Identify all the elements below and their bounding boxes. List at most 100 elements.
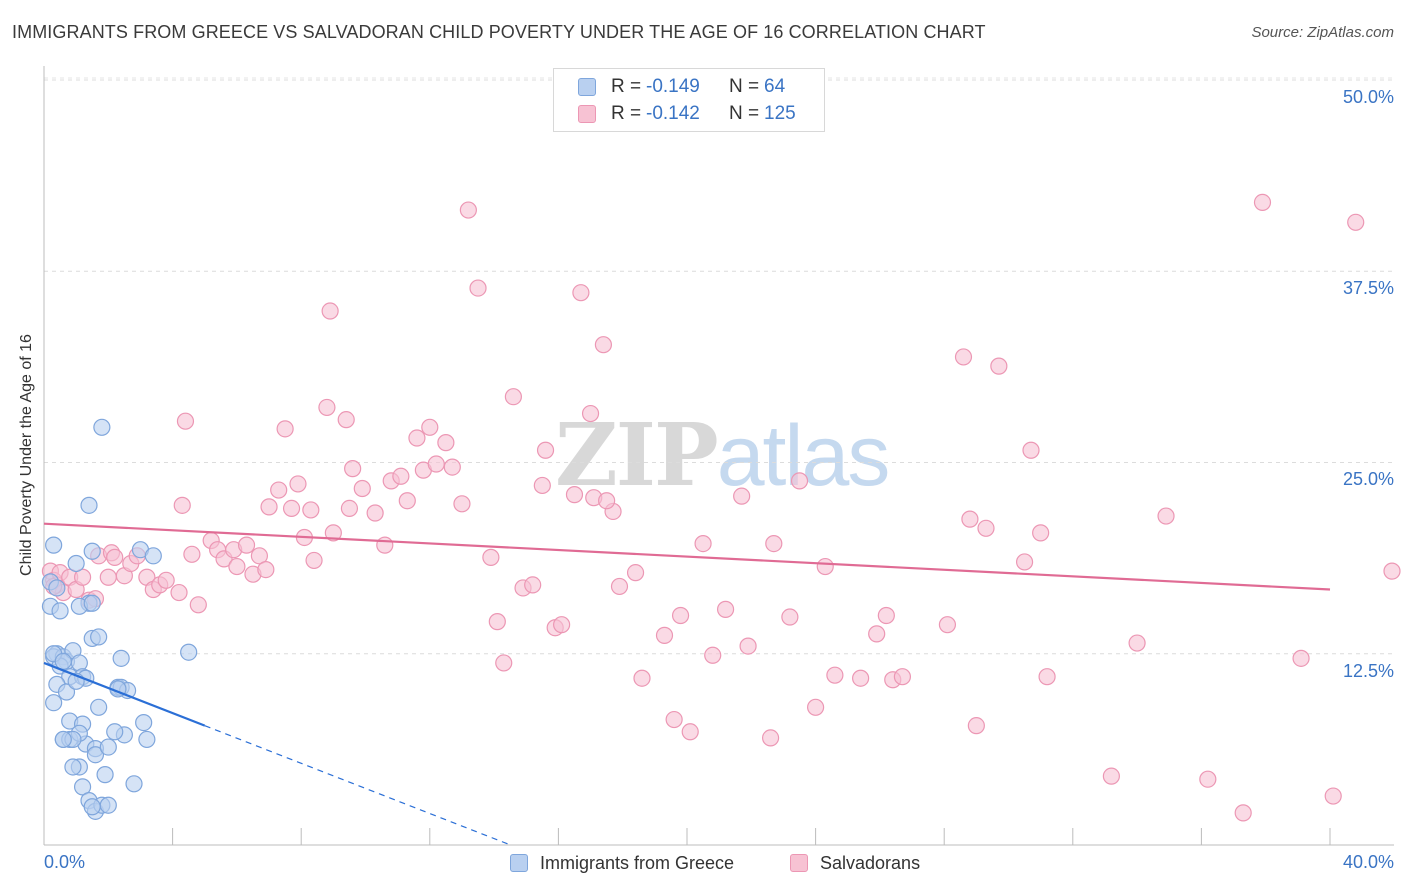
salvadoran-point: [305, 551, 323, 570]
salvadoran-point: [1022, 441, 1040, 459]
salvadoran-point: [739, 637, 757, 655]
salvadoran-point: [681, 723, 699, 741]
salvadoran-point: [337, 411, 355, 429]
salvadoran-point: [1128, 634, 1146, 652]
greece-point: [135, 713, 153, 732]
salvadoran-point: [282, 499, 301, 517]
salvadoran-point: [398, 492, 416, 510]
greece-point: [125, 775, 143, 793]
r-label: R =: [611, 76, 642, 97]
n-label: N =: [729, 103, 760, 124]
r-label: R =: [611, 103, 642, 124]
salvadoran-point: [1038, 668, 1056, 686]
salvadoran-point: [1199, 770, 1217, 788]
salvadoran-point: [1383, 562, 1401, 580]
salvadoran-point: [250, 547, 269, 565]
r-value: -0.142: [646, 103, 700, 124]
greece-point: [90, 628, 108, 646]
salvadoran-point: [504, 388, 522, 406]
greece-point: [67, 554, 85, 573]
salvadoran-point: [324, 524, 342, 542]
salvadoran-point: [581, 404, 600, 423]
salvadoran-point: [189, 596, 207, 614]
salvadoran-point: [626, 564, 645, 582]
n-value: 64: [764, 76, 786, 97]
salvadoran-point: [482, 548, 500, 566]
greece-point: [86, 746, 105, 764]
greece-point: [90, 698, 108, 716]
greece-point: [45, 694, 63, 712]
greece-point: [99, 738, 117, 756]
salvadoran-point: [610, 577, 629, 596]
salvadoran-point: [565, 486, 584, 504]
salvadoran-point: [533, 476, 551, 495]
y-tick-label-12-5: 12.5%: [1342, 661, 1394, 681]
greece-point: [144, 547, 162, 565]
salvadoran-point: [176, 412, 195, 430]
salvadoran-point: [260, 498, 278, 516]
salvadoran-point: [594, 336, 613, 354]
salvadoran-point: [421, 418, 439, 436]
salvadoran-point: [1253, 193, 1272, 211]
salvadoran-point: [495, 654, 513, 672]
source-label: Source: ZipAtlas.com: [1251, 24, 1394, 41]
greece-point: [64, 758, 82, 776]
salvadoran-point: [765, 534, 783, 553]
salvadoran-trend-line: [43, 522, 1331, 591]
greece-point: [73, 778, 92, 796]
salvadoran-point: [366, 504, 384, 522]
r-value: -0.149: [646, 76, 700, 97]
salvadoran-point: [376, 536, 394, 554]
salvadoran-point: [761, 729, 780, 747]
salvadoran-point: [806, 698, 825, 716]
salvadoran-point: [321, 302, 339, 320]
salvadoran-point: [183, 545, 201, 563]
correlation-legend: R = -0.149 N = 64 R = -0.142 N = 125: [553, 68, 825, 132]
salvadoran-point: [270, 481, 288, 499]
legend-label-greece: Immigrants from Greece: [540, 853, 735, 873]
salvadoran-point: [967, 717, 985, 735]
salvadoran-point: [459, 201, 477, 219]
legend-swatch-greece: [510, 854, 528, 872]
salvadoran-point: [716, 600, 735, 618]
salvadoran-point: [453, 495, 471, 513]
greece-point: [54, 730, 72, 749]
greece-point: [138, 730, 156, 749]
salvadoran-point: [1292, 649, 1310, 667]
salvadoran-point: [826, 666, 844, 684]
greece-trend-line: [43, 661, 206, 727]
salvadoran-point: [1347, 213, 1365, 231]
greece-point: [54, 652, 72, 671]
salvadoran-point: [977, 519, 995, 537]
salvadoran-point: [106, 548, 124, 566]
salvadoran-point: [553, 616, 571, 634]
salvadoran-point: [237, 536, 256, 554]
greece-point: [80, 496, 98, 514]
salvadoran-point: [572, 284, 590, 302]
salvadoran-point: [340, 499, 359, 517]
salvadoran-point: [276, 420, 294, 438]
n-value: 125: [764, 103, 796, 124]
greece-point: [83, 798, 101, 816]
x-tick-label-40: 40.0%: [1342, 852, 1394, 872]
greece-point: [45, 536, 63, 554]
salvadoran-point: [671, 606, 690, 625]
salvadoran-point: [344, 460, 362, 478]
salvadoran-point: [1157, 507, 1175, 525]
greece-trend-extension: [204, 725, 511, 846]
legend-swatch-salvadorans: [790, 854, 808, 872]
watermark: ZIPatlas: [555, 405, 890, 506]
salvadoran-point: [1015, 553, 1034, 571]
salvadoran-point: [408, 429, 426, 447]
y-tick-label-37-5: 37.5%: [1342, 278, 1394, 298]
salvadoran-point: [938, 616, 957, 634]
salvadoran-point: [852, 669, 870, 687]
salvadoran-point: [781, 608, 799, 626]
salvadoran-point: [99, 568, 117, 586]
salvadoran-point: [633, 669, 651, 687]
salvadoran-point: [443, 458, 461, 476]
greece-point: [96, 766, 114, 784]
greece-point: [99, 796, 117, 814]
salvadoran-point: [961, 510, 979, 528]
